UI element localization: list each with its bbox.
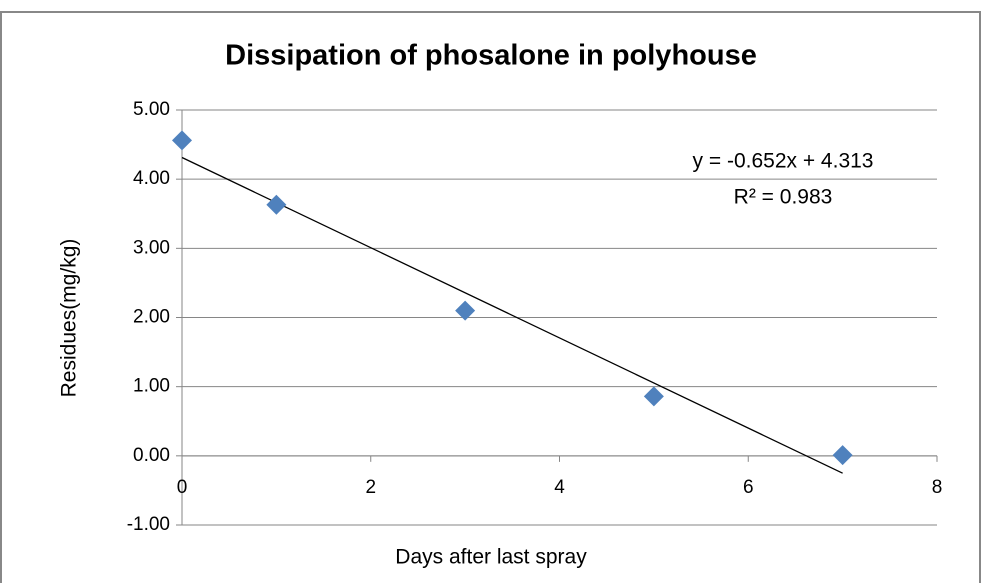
x-tick-label: 6 [743,477,754,498]
x-tick-label: 0 [177,477,188,498]
x-tick-label: 2 [365,477,376,498]
x-tick-label: 8 [932,477,943,498]
trendline-r2: R² = 0.983 [734,186,833,209]
y-tick-label: 0.00 [133,445,170,466]
y-axis-title: Residues(mg/kg) [58,239,81,398]
y-tick-label: 1.00 [133,376,170,397]
trendline-equation: y = -0.652x + 4.313 [693,150,874,173]
chart-title: Dissipation of phosalone in polyhouse [225,40,757,72]
x-tick-label: 4 [554,477,565,498]
y-tick-label: 4.00 [133,168,170,189]
point [172,130,192,151]
y-tick-label: 2.00 [133,307,170,328]
y-tick-label: -1.00 [127,514,170,535]
y-tick-label: 3.00 [133,237,170,258]
chart-frame [0,11,981,583]
y-tick-label: 5.00 [133,99,170,120]
x-axis-title: Days after last spray [395,546,587,569]
point [455,300,476,321]
trendline [181,156,843,474]
point [643,386,664,407]
point [832,445,853,466]
point [266,194,287,215]
